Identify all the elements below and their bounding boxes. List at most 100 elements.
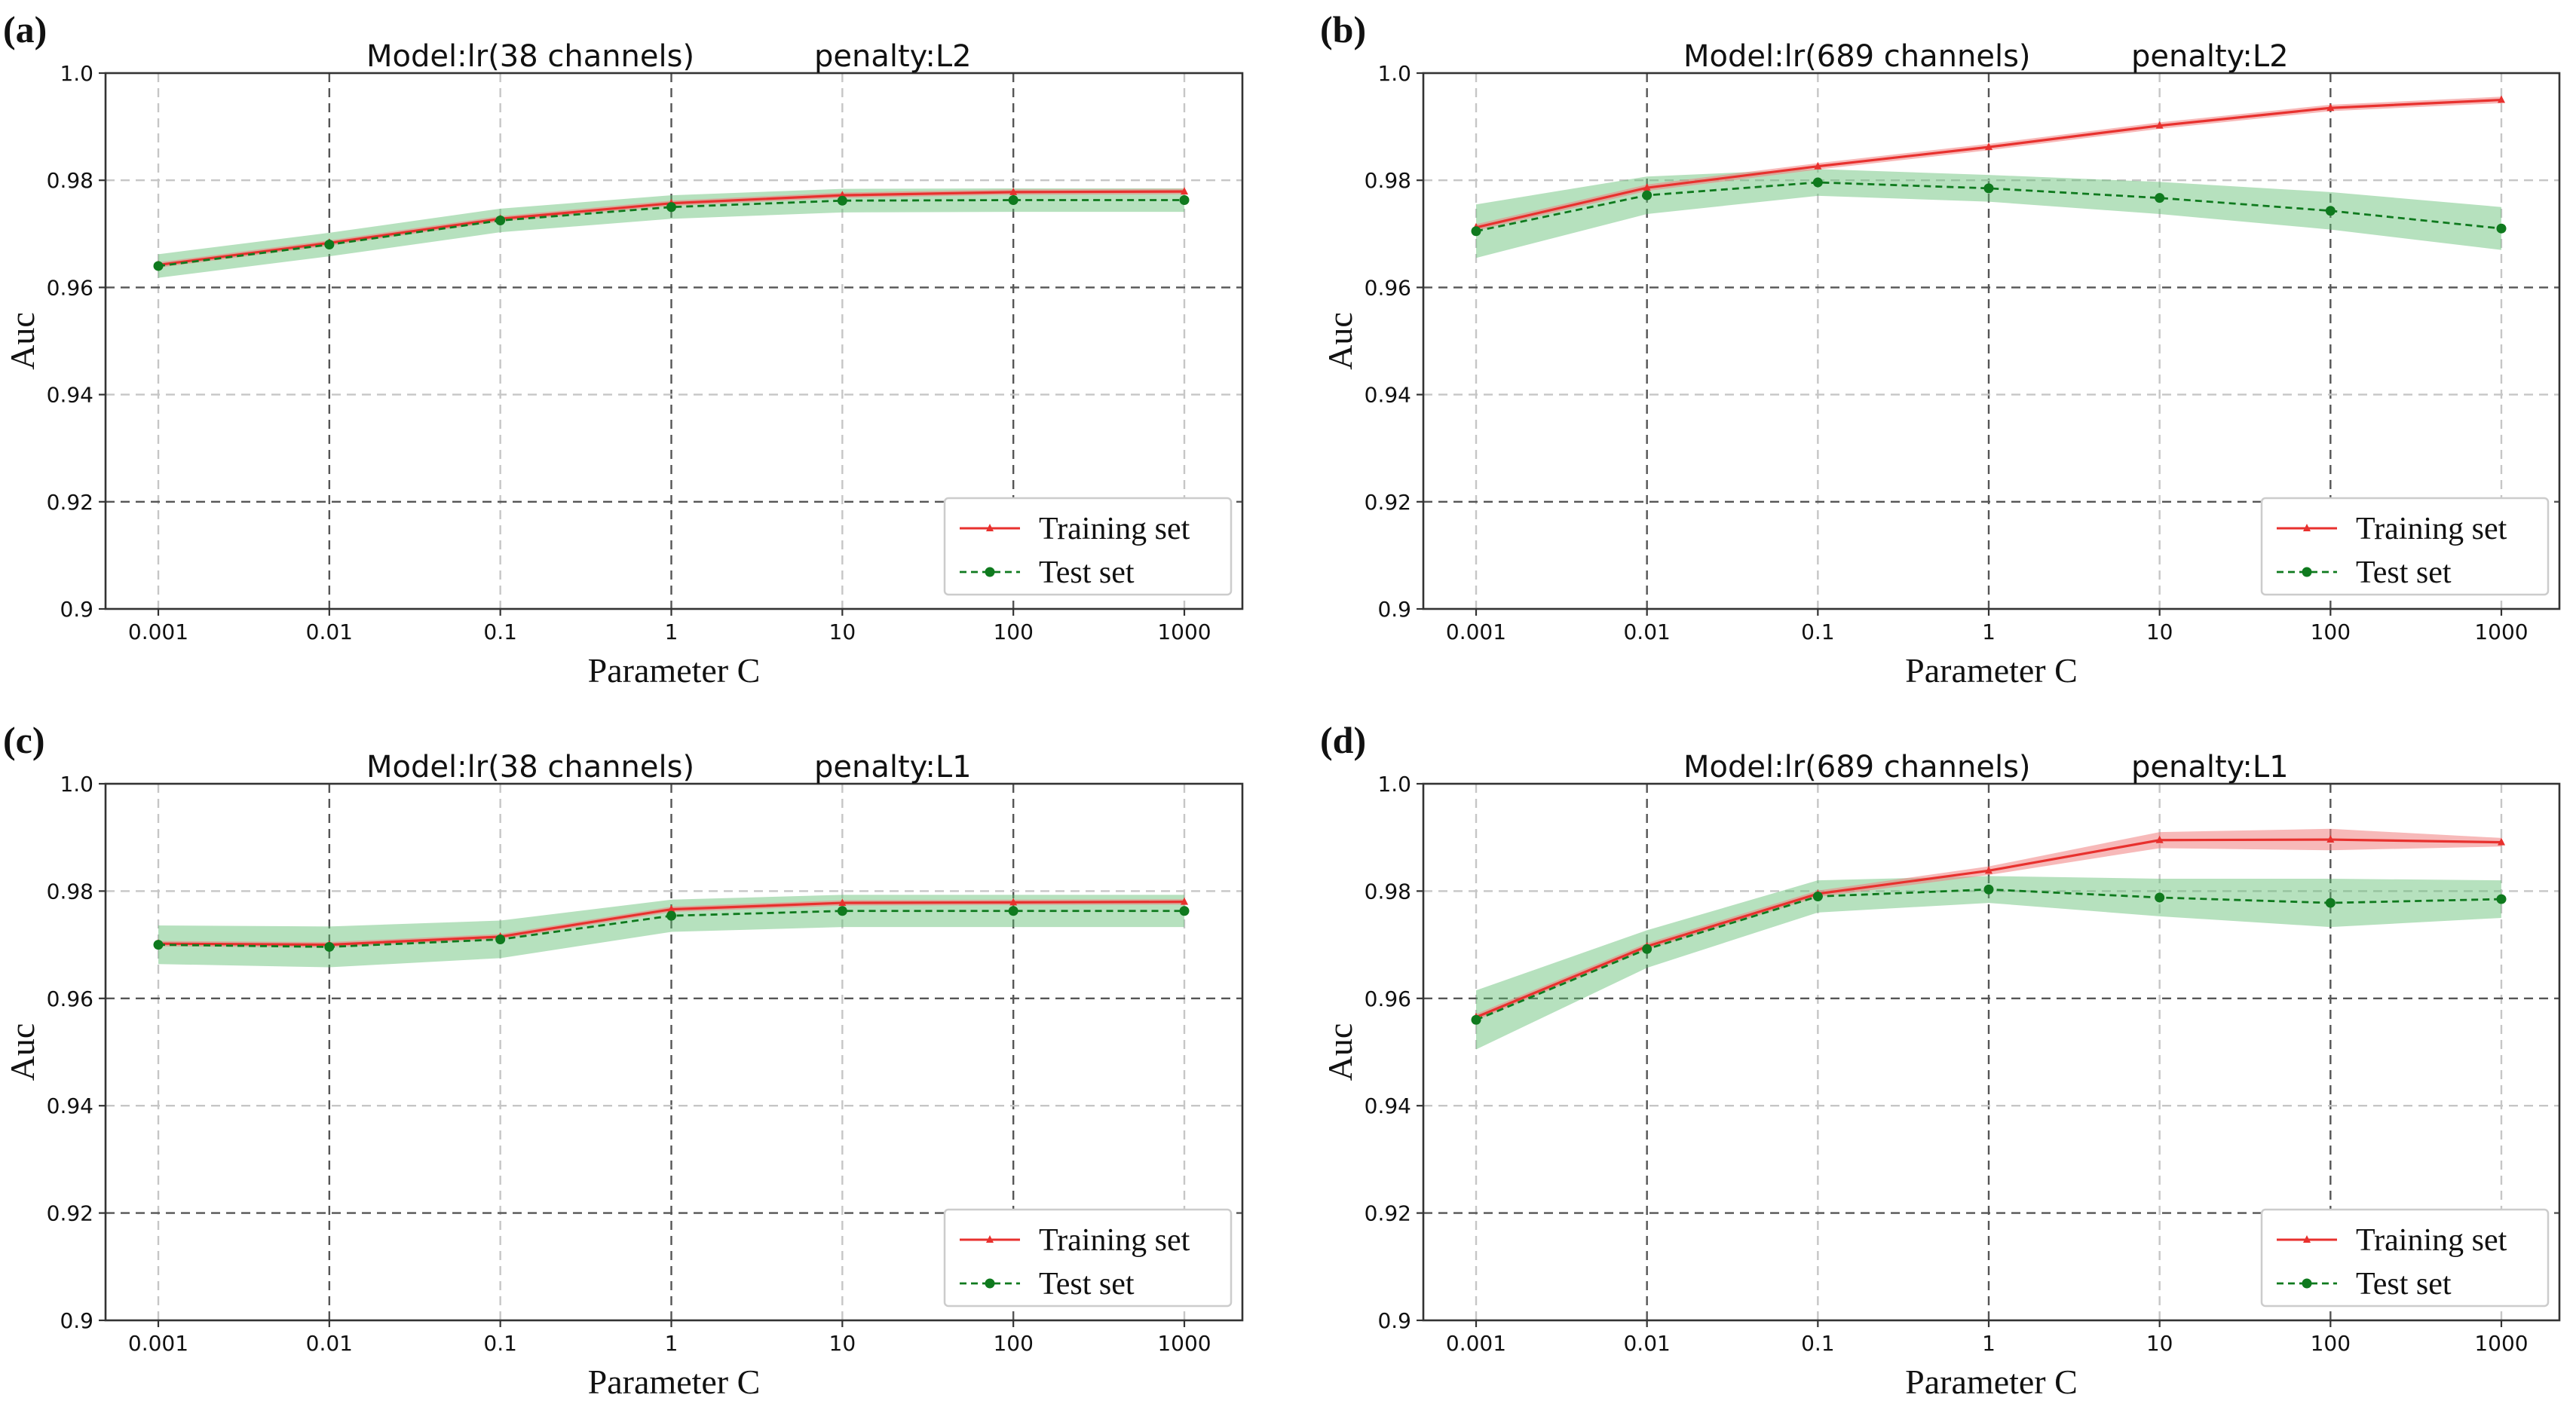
chart-title-penalty: penalty:L1 xyxy=(2131,750,2289,785)
y-axis-label: Auc xyxy=(1321,312,1359,370)
x-tick-label: 1 xyxy=(1982,619,1996,644)
training-point xyxy=(2498,95,2505,103)
y-tick-label: 0.98 xyxy=(1365,879,1411,904)
x-tick-label: 0.1 xyxy=(483,619,517,644)
y-tick-label: 0.92 xyxy=(47,490,93,515)
legend-label-training: Training set xyxy=(1039,1223,1190,1258)
x-tick-label: 0.001 xyxy=(128,619,188,644)
x-tick-label: 10 xyxy=(829,1331,856,1356)
chart-title-model: Model:lr(689 channels) xyxy=(1683,39,2031,74)
legend-marker-training xyxy=(2303,524,2311,531)
chart-panel-c: 0.001 0.01 0.1 1 10 100 1000 0.9 0.92 0.94 0.96 0.9… xyxy=(3,719,1244,1401)
chart-panel-d: 0.001 0.01 0.1 1 10 100 1000 0.9 0.92 0.94 0.96 0.9… xyxy=(1320,719,2561,1401)
chart-panel-b: 0.001 0.01 0.1 1 10 100 1000 0.9 0.92 0.94 0.96 0.9… xyxy=(1320,8,2561,690)
band-test xyxy=(1476,169,2501,258)
y-tick-label: 1.0 xyxy=(60,61,93,86)
panel-label: (c) xyxy=(3,719,45,761)
test-point xyxy=(1471,226,1481,237)
y-tick-label: 0.96 xyxy=(1365,986,1411,1011)
band-test xyxy=(158,895,1184,968)
test-point xyxy=(1812,177,1823,188)
panel-label: (a) xyxy=(3,8,47,50)
y-tick-label: 0.92 xyxy=(1365,1201,1411,1226)
legend-label-test: Test set xyxy=(2356,1267,2452,1302)
y-tick-label: 1.0 xyxy=(1377,772,1411,797)
x-tick-label: 0.01 xyxy=(1623,619,1670,644)
x-tick-label: 1000 xyxy=(1157,619,1211,644)
chart-title-penalty: penalty:L2 xyxy=(814,39,972,74)
training-point xyxy=(667,904,675,913)
test-point xyxy=(495,934,506,944)
y-axis-label: Auc xyxy=(3,312,41,370)
x-tick-label: 0.01 xyxy=(1623,1331,1670,1356)
y-tick-label: 0.92 xyxy=(1365,490,1411,515)
training-point xyxy=(1009,187,1018,195)
test-point xyxy=(1471,1014,1481,1025)
test-point xyxy=(1008,906,1018,916)
x-axis-label: Parameter C xyxy=(1905,651,2078,690)
panel-label: (b) xyxy=(1320,8,1366,50)
plot-frame xyxy=(1422,72,2561,610)
test-point xyxy=(1983,884,1994,895)
y-tick-label: 0.9 xyxy=(60,1308,93,1333)
y-tick-label: 0.9 xyxy=(1377,597,1411,622)
training-point xyxy=(1643,183,1651,191)
x-tick-label: 1000 xyxy=(2474,1331,2528,1356)
legend-marker-test xyxy=(985,567,995,577)
y-tick-label: 0.96 xyxy=(47,986,93,1011)
legend-box xyxy=(943,497,1233,596)
panel-label: (d) xyxy=(1320,719,1366,761)
training-point xyxy=(2155,121,2164,129)
chart-title-penalty: penalty:L2 xyxy=(2131,39,2289,74)
y-tick-label: 0.94 xyxy=(47,1094,93,1118)
x-tick-label: 0.001 xyxy=(1446,619,1506,644)
chart-title-penalty: penalty:L1 xyxy=(814,750,972,785)
legend-marker-training xyxy=(986,524,994,531)
x-tick-label: 0.01 xyxy=(306,1331,353,1356)
y-tick-label: 0.94 xyxy=(47,383,93,408)
test-point xyxy=(2496,894,2507,904)
training-point xyxy=(2326,835,2335,843)
plot-frame xyxy=(1422,782,2561,1322)
training-point xyxy=(1181,187,1188,195)
test-point xyxy=(495,216,506,226)
x-tick-label: 0.01 xyxy=(306,619,353,644)
test-point xyxy=(1642,190,1652,200)
y-tick-label: 1.0 xyxy=(1377,61,1411,86)
band-test xyxy=(158,188,1184,278)
legend-marker-test xyxy=(985,1278,995,1289)
test-point xyxy=(1179,195,1190,206)
legend-marker-test xyxy=(2302,1278,2312,1289)
training-point xyxy=(1985,866,1992,874)
x-tick-label: 1 xyxy=(1982,1331,1996,1356)
test-point xyxy=(837,906,847,916)
test-point xyxy=(2155,193,2165,203)
plot-frame xyxy=(104,72,1244,610)
training-point xyxy=(2498,837,2505,846)
test-point xyxy=(666,910,676,921)
x-tick-label: 1000 xyxy=(2474,619,2528,644)
test-point xyxy=(153,940,164,950)
x-tick-label: 1000 xyxy=(1157,1331,1211,1356)
chart-title-model: Model:lr(38 channels) xyxy=(366,750,694,785)
legend-label-training: Training set xyxy=(1039,512,1190,546)
x-tick-label: 10 xyxy=(829,619,856,644)
test-point xyxy=(1642,944,1652,954)
chart-title-model: Model:lr(689 channels) xyxy=(1683,750,2031,785)
y-tick-label: 1.0 xyxy=(60,772,93,797)
x-tick-label: 100 xyxy=(2311,1331,2351,1356)
legend-marker-training xyxy=(2303,1235,2311,1243)
test-point xyxy=(1008,195,1018,206)
chart-panel-a: 0.001 0.01 0.1 1 10 100 1000 0.9 0.92 0.94 0.96 0.9… xyxy=(3,8,1244,690)
legend-label-test: Test set xyxy=(2356,555,2452,590)
training-point xyxy=(2326,103,2335,112)
test-point xyxy=(324,941,335,952)
test-point xyxy=(153,261,164,271)
y-tick-label: 0.9 xyxy=(60,597,93,622)
training-point xyxy=(1814,161,1822,170)
x-tick-label: 100 xyxy=(993,1331,1033,1356)
x-tick-label: 0.1 xyxy=(1801,619,1835,644)
y-axis-label: Auc xyxy=(3,1023,41,1081)
x-tick-label: 100 xyxy=(993,619,1033,644)
test-point xyxy=(1179,906,1190,916)
